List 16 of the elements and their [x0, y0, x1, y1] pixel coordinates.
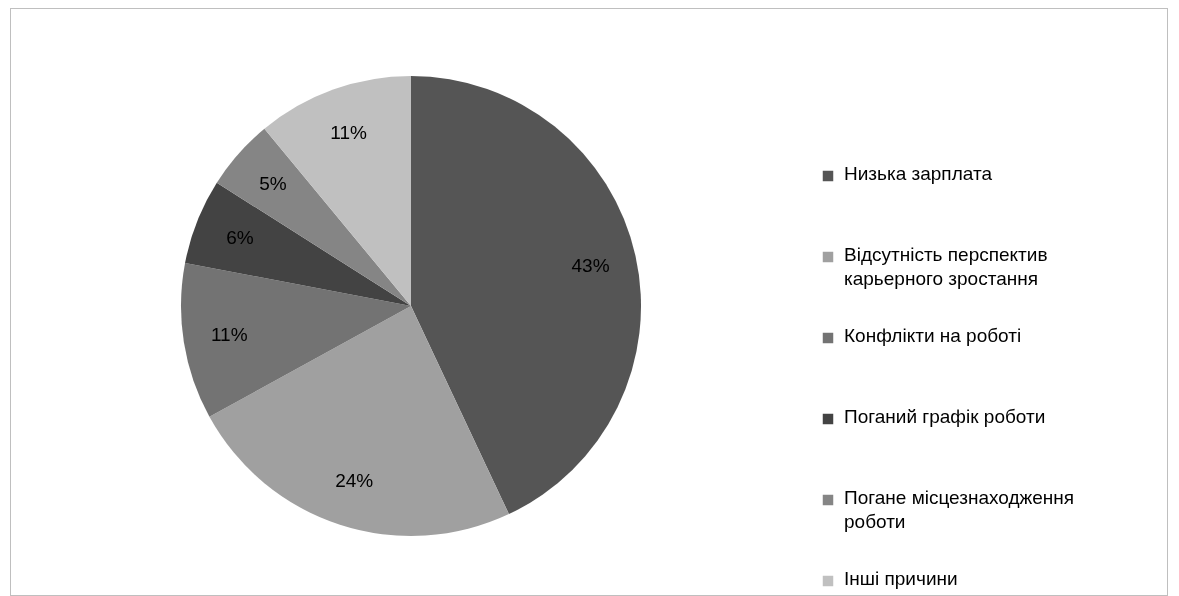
legend-label: Поганий графік роботи	[844, 406, 1046, 427]
legend-label: Конфлікти на роботі	[844, 325, 1022, 346]
data-label: 24%	[335, 469, 374, 491]
pie-slice	[209, 306, 509, 536]
pie-slice	[181, 262, 411, 417]
data-label: 11%	[330, 121, 368, 143]
data-label: 5%	[259, 173, 287, 195]
pie-slice	[411, 76, 641, 515]
legend-label: Низька зарплата	[844, 163, 993, 184]
pie-slice	[216, 128, 411, 306]
legend-label: Відсутність перспектив карьерного зростання	[844, 244, 1048, 289]
data-label: 6%	[226, 227, 254, 249]
data-label: 11%	[210, 323, 248, 345]
legend-label: Інші причини	[844, 568, 958, 589]
data-label: 43%	[571, 254, 610, 276]
legend-label: Погане місцезнаходження роботи	[844, 487, 1075, 532]
